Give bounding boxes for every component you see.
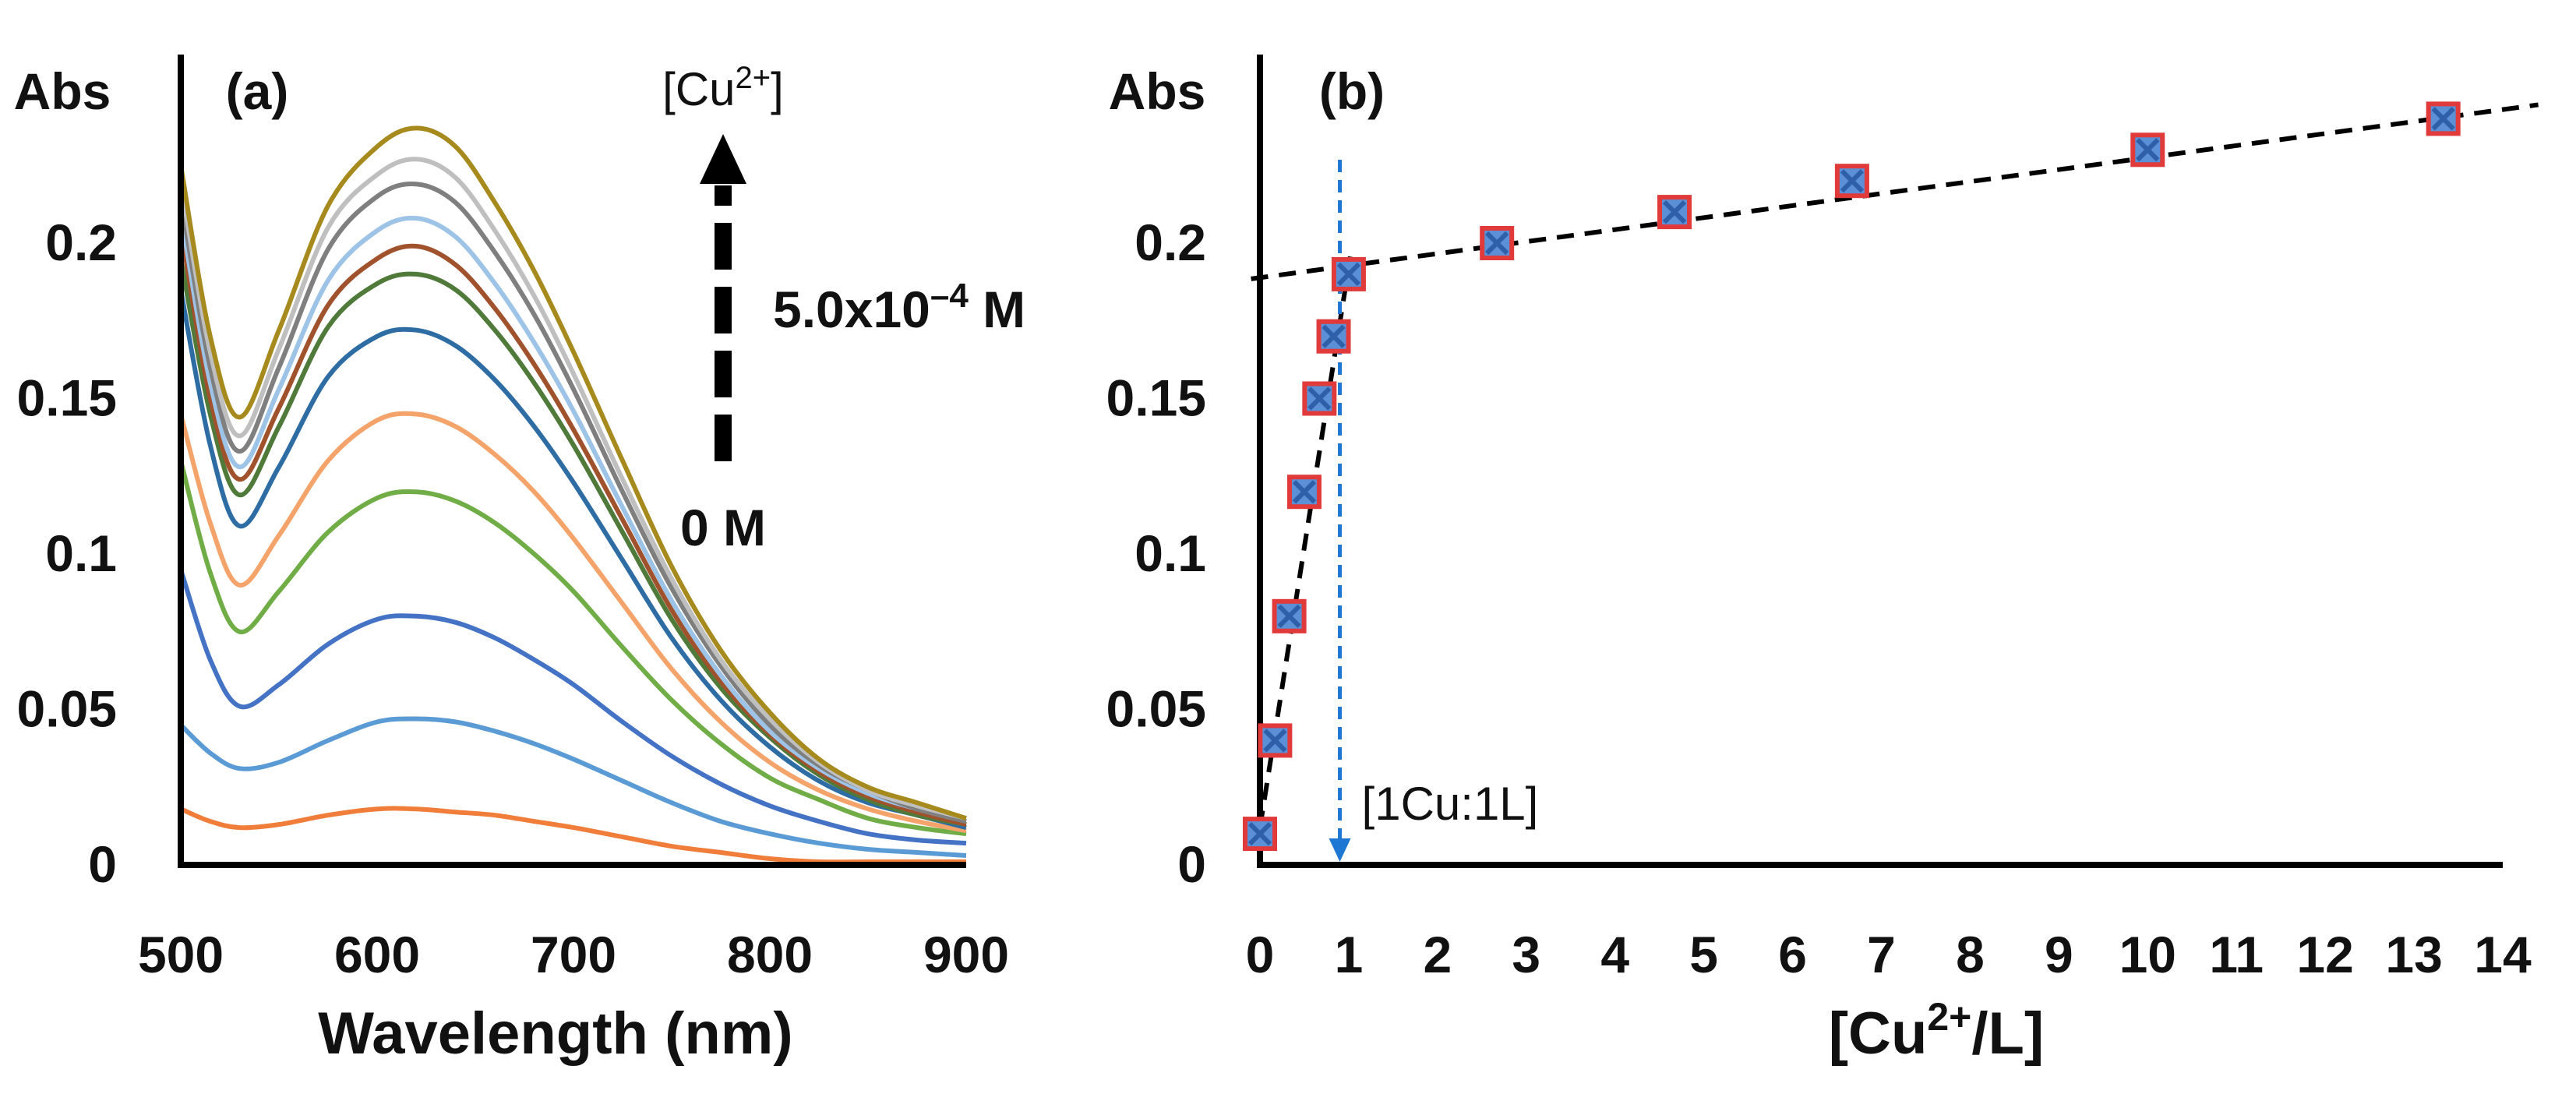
data-point: [1258, 723, 1293, 758]
series-line-c11: [178, 157, 967, 821]
x-tick-label: 3: [1512, 926, 1540, 983]
x-tick-label: 900: [923, 926, 1009, 983]
y-tick-label: 0.15: [17, 369, 117, 427]
x-tick-label: 500: [138, 926, 224, 983]
panel-b-ylabel: Abs: [1109, 62, 1206, 120]
data-point: [1302, 381, 1337, 416]
series-line-c4: [178, 460, 967, 837]
x-tick-label: 8: [1956, 926, 1985, 983]
panel-a-xlabel: Wavelength (nm): [318, 1000, 792, 1067]
arrow-up-icon: [700, 134, 746, 184]
panel-a-chart: Abs (a) 00.050.10.150.2 500 600 700 800 900 …: [14, 55, 1025, 1067]
concentration-arrow: [700, 134, 746, 461]
series-line-c10: [178, 181, 967, 824]
y-tick-label: 0: [88, 835, 117, 893]
y-tick-label: 0.05: [17, 680, 117, 738]
series-line-c6: [178, 289, 967, 831]
panel-a-ylabel: Abs: [14, 62, 111, 120]
y-tick-label: 0.2: [45, 213, 117, 271]
panel-b-letter: (b): [1319, 62, 1385, 120]
x-tick-label: 10: [2119, 926, 2176, 983]
x-tick-label: 5: [1689, 926, 1718, 983]
high-concentration-label: 5.0x10–4 M: [773, 277, 1025, 338]
concentration-label: [Cu2+]: [662, 61, 784, 115]
data-point: [1657, 195, 1692, 230]
x-tick-label: 2: [1423, 926, 1452, 983]
x-tick-label: 14: [2474, 926, 2532, 983]
panel-b-points: [1243, 101, 2461, 852]
panel-a-y-ticks: 0 0.05 0.1 0.15 0.2: [17, 213, 117, 893]
y-tick-label: 0.2: [1134, 213, 1206, 271]
y-tick-label: 0.05: [1106, 680, 1206, 738]
series-line-c2: [178, 716, 967, 858]
stoichiometry-label: [1Cu:1L]: [1362, 778, 1539, 830]
plateau-fit-line: [1251, 102, 2539, 281]
x-tick-label: 0: [1246, 926, 1275, 983]
y-tick-label: 0: [1177, 835, 1206, 893]
x-tick-label: 4: [1600, 926, 1629, 983]
x-tick-label: 12: [2296, 926, 2353, 983]
data-point: [1834, 164, 1869, 199]
y-tick-label: 0.1: [1134, 524, 1206, 582]
series-line-c8: [178, 227, 967, 828]
x-tick-label: 6: [1778, 926, 1807, 983]
y-tick-label: 0.1: [45, 524, 117, 582]
series-line-c3: [178, 569, 967, 846]
series-line-c1: [179, 806, 966, 865]
data-point: [2130, 132, 2165, 168]
series-line-c7: [178, 258, 967, 828]
x-tick-label: 800: [727, 926, 813, 983]
y-tick-label: 0.15: [1106, 369, 1206, 427]
panel-b-x-ticks: 0 1 2 3 4 5 6 7 8 9 10 11 12 13 14: [1246, 926, 2532, 983]
data-point: [1331, 256, 1366, 291]
x-tick-label: 7: [1867, 926, 1896, 983]
x-tick-label: 13: [2385, 926, 2442, 983]
series-line-c9: [178, 211, 967, 824]
data-point: [1480, 226, 1515, 260]
data-point: [1316, 319, 1351, 354]
x-tick-label: 600: [334, 926, 420, 983]
data-point: [1286, 475, 1322, 510]
data-point: [1243, 817, 1277, 852]
panel-a-series-group: [178, 125, 967, 865]
panel-b-xlabel: [Cu2+/L]: [1829, 995, 2045, 1067]
x-tick-label: 11: [2209, 926, 2264, 983]
panel-a-x-ticks: 500 600 700 800 900: [138, 926, 1009, 983]
data-point: [1272, 598, 1307, 633]
arrow-down-icon: [1329, 838, 1351, 862]
panel-b-fit-lines: [1251, 102, 2539, 828]
panel-b-y-ticks: 0 0.05 0.1 0.15 0.2: [1106, 213, 1206, 893]
data-point: [2426, 101, 2461, 136]
x-tick-label: 700: [531, 926, 616, 983]
series-line-c5: [178, 411, 967, 834]
x-tick-label: 9: [2045, 926, 2073, 983]
panel-a-letter: (a): [226, 62, 289, 120]
x-tick-label: 1: [1335, 926, 1364, 983]
low-concentration-label: 0 M: [680, 499, 766, 556]
series-line-c12: [178, 125, 967, 821]
